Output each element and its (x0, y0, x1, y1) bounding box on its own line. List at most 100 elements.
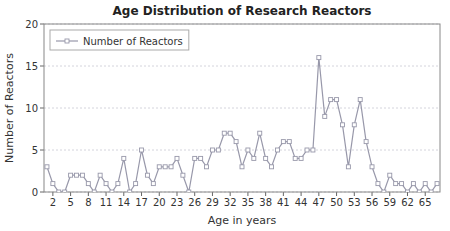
marker (69, 173, 73, 177)
x-tick (283, 192, 284, 196)
marker (145, 173, 149, 177)
y-tick (40, 192, 44, 193)
x-tick (141, 192, 142, 196)
marker (435, 182, 439, 186)
marker (51, 182, 55, 186)
marker (140, 148, 144, 152)
x-tick-label: 29 (206, 197, 219, 208)
grid-line (44, 66, 440, 67)
x-tick-label: 47 (312, 197, 325, 208)
marker (122, 156, 126, 160)
marker (57, 190, 61, 192)
marker (110, 190, 114, 192)
y-tick (40, 24, 44, 25)
x-tick-label: 41 (277, 197, 290, 208)
x-tick (389, 192, 390, 196)
marker (335, 98, 339, 102)
x-tick (425, 192, 426, 196)
marker (205, 165, 209, 169)
marker (234, 140, 238, 144)
marker (281, 140, 285, 144)
marker (417, 190, 421, 192)
y-tick-label: 0 (32, 187, 38, 198)
y-tick (40, 108, 44, 109)
marker (340, 123, 344, 127)
x-tick (230, 192, 231, 196)
x-tick (354, 192, 355, 196)
line (47, 58, 437, 192)
x-axis-label: Age in years (208, 214, 277, 227)
x-tick (318, 192, 319, 196)
legend-box (50, 30, 189, 50)
y-tick-label: 5 (32, 145, 38, 156)
marker (287, 140, 291, 144)
marker (104, 182, 108, 186)
marker (423, 182, 427, 186)
marker (299, 156, 303, 160)
marker (429, 190, 433, 192)
x-tick-label: 5 (67, 197, 73, 208)
marker (252, 156, 256, 160)
x-tick-label: 50 (330, 197, 343, 208)
marker (151, 182, 155, 186)
y-axis-label: Number of Reactors (3, 53, 16, 163)
marker (329, 98, 333, 102)
x-tick (372, 192, 373, 196)
marker (270, 165, 274, 169)
marker (411, 182, 415, 186)
marker (175, 156, 179, 160)
x-tick (106, 192, 107, 196)
legend: Number of Reactors (50, 30, 189, 50)
x-tick-label: 2 (50, 197, 56, 208)
x-tick-label: 26 (188, 197, 201, 208)
marker (405, 190, 409, 192)
y-tick (40, 150, 44, 151)
marker (86, 182, 90, 186)
x-tick (336, 192, 337, 196)
marker (80, 173, 84, 177)
x-tick-label: 20 (153, 197, 166, 208)
marker (382, 190, 386, 192)
marker (376, 182, 380, 186)
marker (346, 165, 350, 169)
x-tick-label: 17 (135, 197, 148, 208)
title: Age Distribution of Research Reactors (113, 4, 372, 18)
marker (240, 165, 244, 169)
marker (216, 148, 220, 152)
marker (246, 148, 250, 152)
marker (128, 190, 132, 192)
marker (317, 56, 321, 60)
marker (258, 131, 262, 135)
x-tick-label: 65 (419, 197, 432, 208)
marker (370, 165, 374, 169)
x-tick-label: 8 (85, 197, 91, 208)
marker (323, 114, 327, 118)
x-tick-label: 62 (401, 197, 414, 208)
plot-area (45, 56, 439, 192)
marker (163, 165, 167, 169)
marker (187, 190, 191, 192)
x-tick-label: 53 (348, 197, 361, 208)
marker (388, 173, 392, 177)
x-tick-label: 59 (383, 197, 396, 208)
marker (116, 182, 120, 186)
x-tick (159, 192, 160, 196)
x-tick-label: 23 (171, 197, 184, 208)
x-tick (265, 192, 266, 196)
plot-frame (44, 24, 440, 192)
x-tick-label: 32 (224, 197, 237, 208)
x-tick-label: 35 (242, 197, 255, 208)
marker (134, 182, 138, 186)
marker (181, 173, 185, 177)
marker (352, 123, 356, 127)
marker (157, 165, 161, 169)
marker (45, 165, 49, 169)
marker (75, 173, 79, 177)
marker (193, 156, 197, 160)
chart: 0510152025811141720232629323538414447505… (0, 0, 450, 231)
x-tick-label: 38 (259, 197, 272, 208)
x-tick (176, 192, 177, 196)
x-tick (247, 192, 248, 196)
x-tick (407, 192, 408, 196)
x-tick (70, 192, 71, 196)
